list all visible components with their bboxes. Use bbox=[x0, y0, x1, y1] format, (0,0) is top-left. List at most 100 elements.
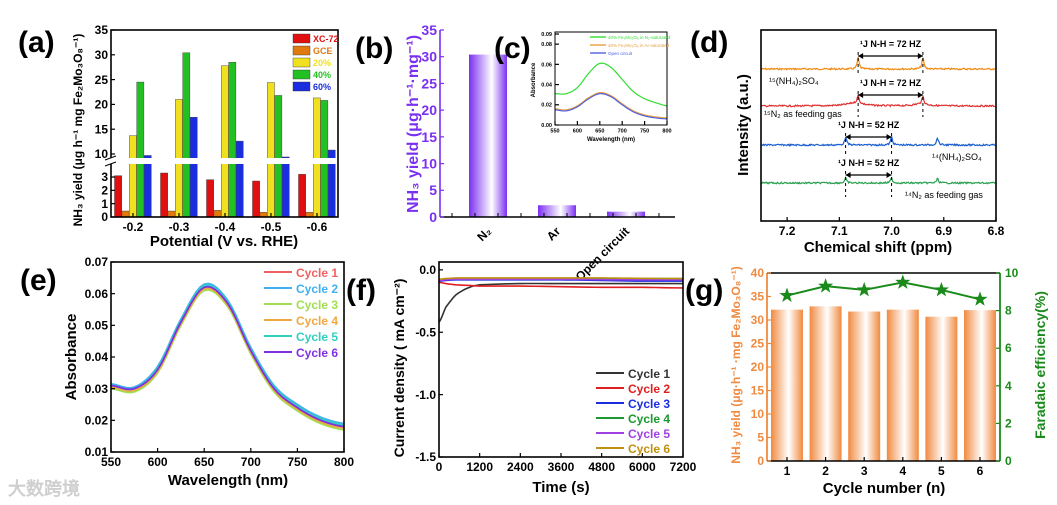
a-bar-GCE bbox=[121, 210, 130, 218]
f-ytick-label: -1.0 bbox=[415, 388, 436, 402]
e-ytick-label: 0.06 bbox=[85, 287, 109, 301]
g-bar-5 bbox=[925, 316, 958, 461]
g-ytick-right-label: 2 bbox=[1005, 416, 1012, 430]
e-legend-label: Cycle 6 bbox=[296, 346, 338, 360]
f-series-line bbox=[438, 282, 683, 323]
b-xtick-label: N₂ bbox=[474, 224, 494, 244]
c-series-line bbox=[554, 93, 668, 120]
c-frame bbox=[554, 31, 668, 126]
d-xtick-label: 7.0 bbox=[883, 224, 900, 238]
g-ytick-right-label: 10 bbox=[1005, 266, 1019, 280]
a-legend-swatch bbox=[292, 45, 311, 56]
g-bar-2 bbox=[809, 306, 842, 461]
e-legend-label: Cycle 2 bbox=[296, 282, 338, 296]
e-ytick-label: 0.05 bbox=[85, 319, 109, 333]
f-legend-label: Cycle 4 bbox=[628, 412, 670, 426]
d-arrowhead bbox=[845, 172, 851, 178]
panel-label-b: (b) bbox=[355, 32, 393, 65]
f-legend-label: Cycle 2 bbox=[628, 382, 670, 396]
g-ytick-label: 40 bbox=[751, 266, 765, 280]
a-legend-label: XC-72 bbox=[313, 34, 339, 44]
f-ytick-label: -1.5 bbox=[415, 450, 436, 464]
g-xtick-label: 1 bbox=[784, 464, 791, 478]
d-series-label: ¹⁵N₂ as feeding gas bbox=[764, 109, 842, 119]
d-ylabel: Intensity (a.u.) bbox=[735, 74, 752, 176]
d-xtick-label: 6.8 bbox=[988, 224, 1005, 238]
g-ytick-right-label: 6 bbox=[1005, 341, 1012, 355]
d-arrowhead bbox=[886, 172, 892, 178]
g-bar-6 bbox=[964, 310, 996, 461]
f-series-line bbox=[438, 277, 684, 281]
g-ytick-label: 15 bbox=[751, 384, 765, 398]
c-ylabel: Absorbance bbox=[531, 62, 537, 97]
g-xtick-label: 4 bbox=[899, 464, 906, 478]
g-bar-1 bbox=[771, 309, 803, 461]
panel-label-e: (e) bbox=[20, 264, 57, 297]
g-ytick-label: 10 bbox=[751, 407, 765, 421]
a-legend-swatch bbox=[292, 57, 311, 68]
a-xtick-label: -0.2 bbox=[123, 220, 144, 234]
f-xtick-label: 6000 bbox=[629, 460, 656, 474]
a-legend-swatch bbox=[292, 33, 311, 44]
b-bar-1 bbox=[538, 205, 576, 217]
d-series-label: ¹⁵(NH₄)₂SO₄ bbox=[769, 76, 819, 86]
d-xtick-label: 7.1 bbox=[831, 224, 848, 238]
e-ytick-label: 0.02 bbox=[85, 414, 109, 428]
a-xtick-label: -0.3 bbox=[169, 220, 190, 234]
a-ytick-label: 15 bbox=[95, 122, 109, 136]
a-xtick-label: -0.6 bbox=[307, 220, 328, 234]
e-xlabel: Wavelength (nm) bbox=[168, 472, 288, 489]
a-ytick-label: 1 bbox=[101, 197, 108, 211]
b-xtick-label: Ar bbox=[544, 224, 564, 244]
f-xtick-label: 3600 bbox=[548, 460, 575, 474]
e-xtick-label: 600 bbox=[148, 455, 168, 469]
a-bar-XC-72 bbox=[114, 175, 122, 218]
d-arrowhead bbox=[917, 92, 923, 98]
a-bar-60% bbox=[143, 155, 152, 218]
e-ytick-label: 0.01 bbox=[85, 445, 109, 459]
c-xtick-label: 700 bbox=[618, 129, 627, 135]
g-star-marker bbox=[972, 291, 988, 306]
b-bar-2 bbox=[607, 211, 645, 217]
g-ytick-right-label: 4 bbox=[1005, 379, 1012, 393]
e-legend-label: Cycle 5 bbox=[296, 330, 338, 344]
d-arrowhead bbox=[858, 92, 864, 98]
e-xtick-label: 700 bbox=[241, 455, 261, 469]
d-spectrum-line bbox=[760, 57, 996, 71]
e-ytick-label: 0.04 bbox=[85, 350, 109, 364]
g-star-marker bbox=[779, 287, 795, 303]
a-ytick-label: 3 bbox=[101, 170, 108, 184]
c-xtick-label: 550 bbox=[550, 129, 559, 135]
d-xtick-label: 6.9 bbox=[935, 224, 952, 238]
f-xlabel: Time (s) bbox=[532, 479, 589, 496]
a-bar-XC-72 bbox=[252, 180, 260, 218]
g-xtick-label: 3 bbox=[861, 464, 868, 478]
c-legend-label: 40% Fe₂Mo₃O₈ in Ar-saturated bbox=[608, 43, 670, 48]
d-spectrum-line bbox=[760, 175, 996, 185]
f-series-line bbox=[438, 278, 684, 282]
c-ytick-label: 0.04 bbox=[541, 82, 553, 88]
d-arrowhead bbox=[917, 53, 923, 59]
d-spectrum-line bbox=[760, 93, 996, 108]
f-legend-label: Cycle 6 bbox=[628, 442, 670, 456]
c-ytick-label: 0.08 bbox=[541, 42, 552, 48]
a-ylabel: NH₃ yield (μg h⁻¹ mg Fe₂Mo₃O₈⁻¹) bbox=[71, 34, 85, 227]
a-bar-XC-72 bbox=[206, 179, 214, 218]
e-xtick-label: 650 bbox=[194, 455, 214, 469]
f-ylabel: Current density ( mA cm⁻²) bbox=[391, 279, 407, 458]
c-ytick-label: 0.02 bbox=[541, 103, 552, 109]
b-ylabel: NH₃ yield (μg·h⁻¹·mg⁻¹) bbox=[405, 35, 422, 213]
a-legend-label: 20% bbox=[313, 58, 331, 68]
a-ytick-label: 25 bbox=[95, 73, 109, 87]
g-star-marker bbox=[817, 278, 834, 293]
g-ytick-label: 0 bbox=[757, 454, 764, 468]
d-xtick-label: 7.2 bbox=[779, 224, 796, 238]
f-ytick-label: 0.0 bbox=[419, 263, 436, 277]
watermark-logo: 大数跨境 bbox=[8, 478, 80, 499]
c-series-line bbox=[554, 92, 668, 119]
d-coupling-label: ¹J N-H = 52 HZ bbox=[838, 158, 900, 168]
g-star-marker bbox=[895, 274, 911, 289]
b-ytick-label: 10 bbox=[421, 155, 437, 171]
b-ytick-label: 15 bbox=[421, 129, 437, 145]
a-ytick-label: 2 bbox=[101, 184, 108, 198]
